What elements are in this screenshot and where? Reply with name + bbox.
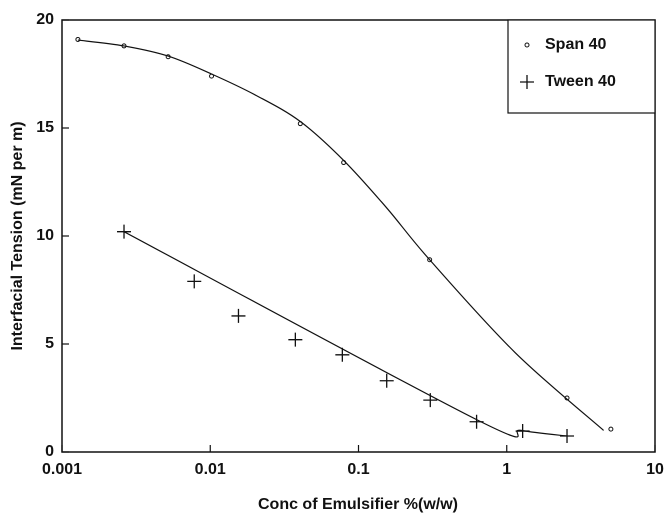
x-tick-label: 0.1 [347,461,369,478]
y-axis-label: Interfacial Tension (mN per m) [9,121,26,350]
marker-plus [117,224,132,239]
legend-box [507,19,656,114]
marker-circle [165,54,171,60]
y-tick-label: 15 [36,119,54,136]
marker-circle [524,42,530,48]
x-tick-label: 0.001 [42,461,82,478]
x-tick-label: 0.01 [195,461,226,478]
y-tick-label: 5 [45,335,54,352]
y-tick-label: 20 [36,11,54,28]
marker-plus [560,429,575,444]
marker-plus [335,347,350,362]
x-tick-label: 10 [646,461,664,478]
y-tick-label: 10 [36,227,54,244]
marker-circle [427,257,433,263]
legend-label: Tween 40 [545,73,616,90]
marker-circle [75,36,81,42]
x-axis-label: Conc of Emulsifier %(w/w) [258,496,458,513]
marker-circle [121,43,127,49]
fit-line [77,39,604,431]
marker-circle [564,395,570,401]
x-tick-label: 1 [502,461,511,478]
marker-plus [187,274,202,289]
marker-plus [231,308,246,323]
marker-plus [515,424,530,439]
y-tick-label: 0 [45,443,54,460]
marker-plus [379,373,394,388]
fit-line [123,231,568,438]
marker-plus [288,332,303,347]
legend-label: Span 40 [545,36,606,53]
marker-plus [520,75,534,89]
marker-circle [341,160,347,166]
marker-circle [608,426,614,432]
marker-circle [297,121,303,127]
marker-plus [469,414,484,429]
marker-circle [209,73,215,79]
marker-plus [423,393,438,408]
